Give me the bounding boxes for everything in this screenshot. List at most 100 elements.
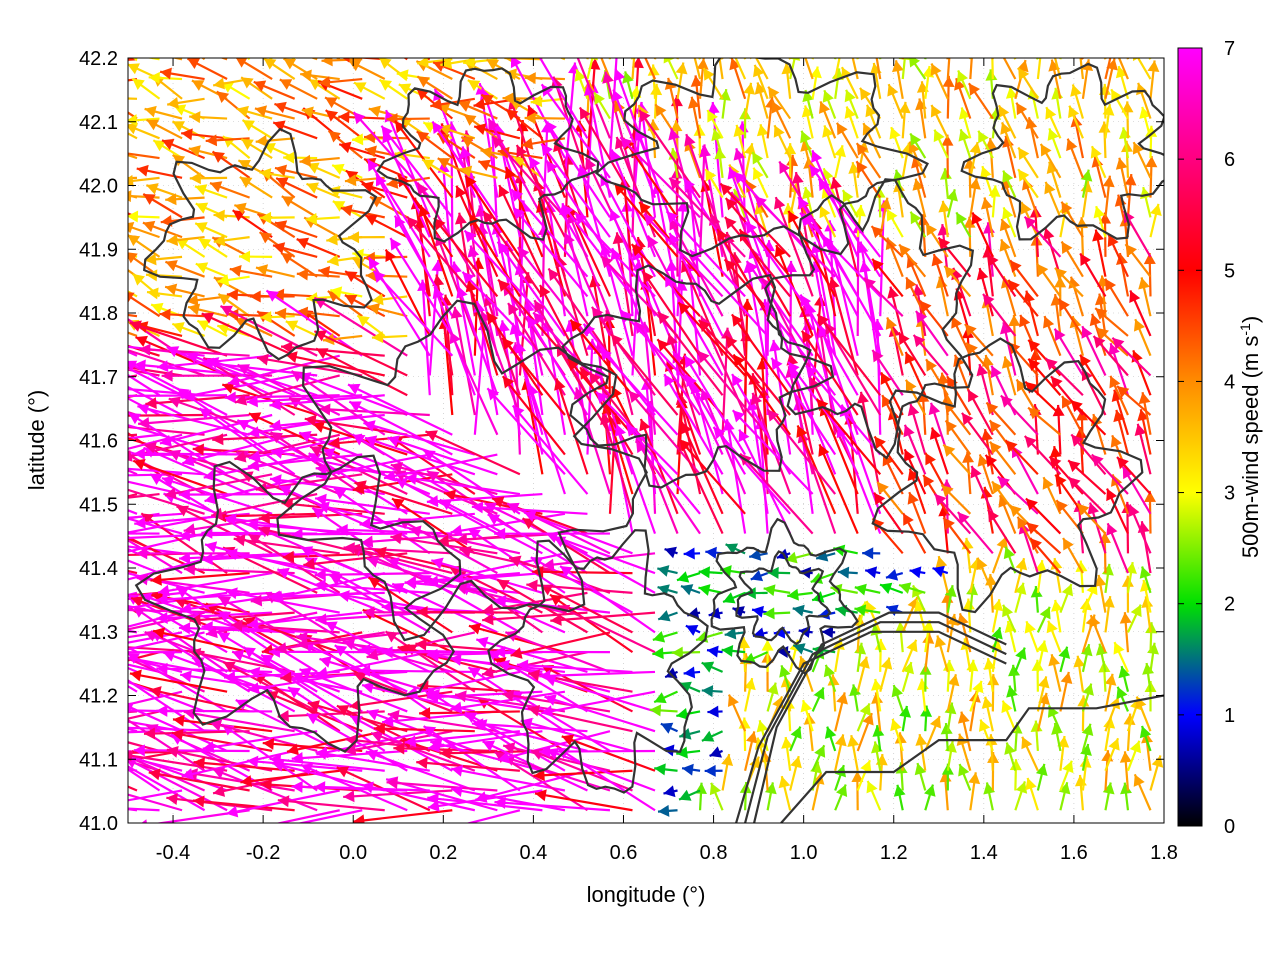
wind-vector	[198, 237, 228, 258]
colorbar-tick-label: 4	[1224, 371, 1235, 393]
colorbar-ticks: 0 1 2 3 4 5 6 7	[1178, 38, 1235, 838]
wind-vector	[1044, 181, 1062, 218]
wind-vector	[930, 104, 949, 139]
wind-vector	[756, 124, 769, 159]
wind-vector	[683, 547, 701, 560]
wind-vector	[128, 726, 228, 733]
wind-vector	[1035, 763, 1048, 791]
wind-vector	[944, 585, 957, 613]
wind-vector	[891, 684, 904, 712]
wind-vector	[175, 237, 206, 258]
wind-vector	[914, 762, 927, 791]
wind-vector	[1115, 157, 1130, 198]
wind-vector	[1007, 279, 1039, 317]
wind-vector	[506, 502, 611, 555]
wind-vector	[729, 58, 747, 100]
wind-vector	[151, 58, 183, 61]
wind-vector	[142, 193, 183, 219]
wind-vector	[901, 596, 919, 633]
wind-vector	[338, 141, 386, 160]
wind-vector	[1008, 664, 1021, 692]
wind-vector	[321, 58, 363, 67]
wind-vector	[800, 330, 859, 416]
wind-vector	[276, 567, 386, 614]
colorbar-tick-label: 1	[1224, 705, 1235, 727]
wind-vector	[977, 454, 994, 495]
contour-line	[960, 62, 1164, 241]
wind-vector	[145, 269, 183, 282]
wind-vector	[128, 651, 160, 662]
wind-vector	[1119, 612, 1132, 653]
wind-vector	[848, 161, 861, 198]
wind-vector	[1030, 586, 1043, 613]
wind-vector	[680, 421, 724, 515]
wind-vector	[471, 501, 588, 515]
wind-vector	[764, 782, 777, 811]
contour-line	[561, 264, 835, 489]
wind-vector	[491, 135, 566, 219]
wind-vector	[241, 119, 273, 140]
wind-vector	[889, 126, 904, 159]
wind-vector	[1068, 105, 1084, 139]
wind-vector	[139, 343, 250, 357]
wind-vector	[1128, 504, 1152, 554]
wind-vector	[822, 125, 837, 159]
wind-vector	[128, 413, 205, 417]
wind-vector	[416, 75, 453, 100]
wind-vector	[890, 718, 904, 752]
wind-vector	[660, 722, 678, 734]
wind-vector	[494, 796, 611, 812]
wind-vector	[274, 164, 318, 179]
wind-vector	[869, 62, 882, 99]
wind-vector	[167, 97, 205, 109]
wind-vector	[880, 371, 904, 416]
wind-vector	[871, 517, 904, 555]
wind-vector	[935, 276, 949, 317]
x-tick-label: -0.4	[156, 842, 190, 864]
wind-vector	[1104, 696, 1121, 732]
wind-vector	[189, 111, 228, 124]
wind-vector	[296, 237, 341, 258]
wind-vector	[553, 535, 656, 594]
wind-vector	[657, 584, 678, 596]
wind-vector	[600, 255, 679, 337]
wind-vector	[253, 80, 296, 100]
wind-vector	[1021, 736, 1039, 772]
wind-vector	[698, 584, 723, 596]
wind-vector	[300, 69, 340, 82]
wind-vector	[976, 267, 994, 317]
wind-vector	[277, 795, 385, 812]
wind-vector	[1059, 760, 1074, 791]
wind-vector	[496, 241, 566, 337]
wind-vector	[269, 474, 385, 496]
wind-vector	[387, 435, 498, 476]
wind-vector	[1002, 170, 1017, 199]
wind-vector	[140, 512, 228, 575]
wind-vector	[128, 394, 138, 399]
wind-vector	[1060, 240, 1084, 278]
wind-vector	[969, 58, 973, 80]
wind-vector	[456, 285, 499, 396]
wind-vector	[971, 211, 994, 258]
wind-vector	[233, 534, 340, 555]
wind-vector	[393, 215, 454, 317]
wind-vector	[364, 214, 408, 239]
wind-vector	[894, 732, 907, 771]
wind-vector	[505, 108, 544, 140]
wind-vector	[1096, 326, 1129, 357]
wind-vector	[234, 317, 273, 337]
wind-vector	[1059, 671, 1073, 712]
contour-line	[744, 621, 1007, 823]
wind-vector	[741, 298, 754, 396]
wind-vector	[1138, 277, 1152, 317]
wind-vector	[708, 607, 723, 620]
wind-vector	[1070, 84, 1084, 119]
wind-vector	[128, 756, 183, 772]
wind-vector	[811, 58, 815, 60]
wind-vector	[298, 431, 408, 476]
wind-vector	[818, 324, 859, 436]
wind-vector	[255, 264, 295, 278]
wind-vector	[128, 114, 160, 127]
wind-vector	[985, 401, 1017, 436]
wind-vector	[834, 692, 848, 732]
